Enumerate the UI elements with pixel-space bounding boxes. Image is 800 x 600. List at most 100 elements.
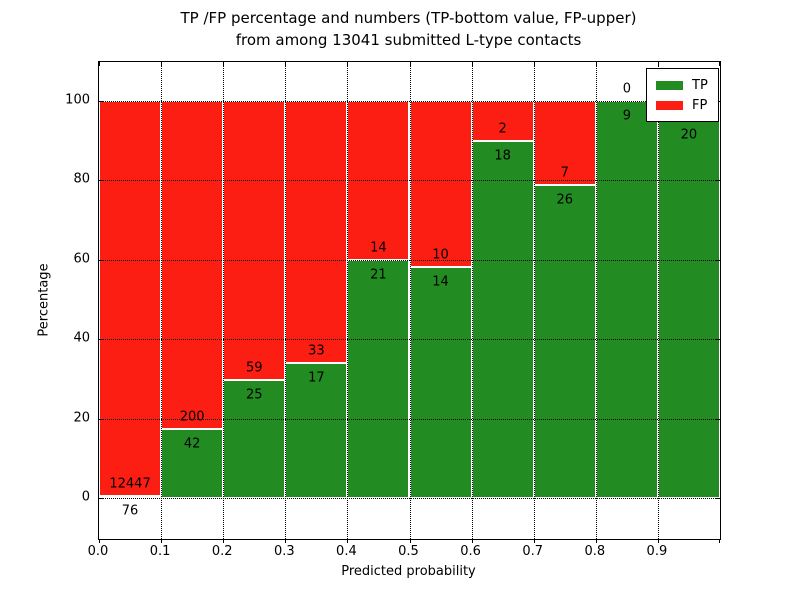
x-tick-mark-top bbox=[409, 62, 411, 66]
tp-count-label: 76 bbox=[121, 503, 139, 519]
y-tick-mark bbox=[99, 418, 103, 420]
fp-bar-segment bbox=[409, 101, 472, 267]
x-tick-label: 0.3 bbox=[273, 544, 295, 559]
tp-swatch-icon bbox=[656, 80, 683, 90]
x-tick-label: 0.6 bbox=[460, 544, 481, 559]
y-tick-label: 40 bbox=[73, 330, 90, 346]
x-tick-label: 0.5 bbox=[398, 544, 419, 559]
legend-label-fp: FP bbox=[692, 97, 708, 113]
x-tick-label: 0.2 bbox=[211, 544, 233, 559]
fp-swatch-icon bbox=[656, 100, 683, 110]
y-tick-label: 60 bbox=[73, 251, 90, 267]
plot-area: 12447 76 200 42 59 25 33 17 14 21 10 14 2 18 7 26 0 9 20 T… bbox=[98, 61, 721, 543]
chart-title-line1: TP /FP percentage and numbers (TP-bottom… bbox=[180, 9, 637, 27]
x-tick-mark bbox=[719, 539, 720, 543]
fp-count-label: 59 bbox=[245, 360, 263, 376]
tp-bar-segment bbox=[347, 259, 410, 498]
x-tick-mark-top bbox=[285, 62, 287, 66]
vertical-gridline bbox=[161, 62, 163, 539]
vertical-gridline bbox=[409, 62, 411, 539]
x-tick-label: 0.0 bbox=[87, 544, 109, 559]
y-tick-mark bbox=[99, 259, 103, 261]
fp-count-label: 14 bbox=[370, 240, 387, 256]
tp-count-label: 25 bbox=[245, 387, 263, 403]
x-tick-mark-top bbox=[99, 62, 100, 66]
tp-count-label: 17 bbox=[308, 370, 325, 386]
x-tick-label: 0.1 bbox=[149, 544, 171, 559]
fp-count-label: 10 bbox=[432, 247, 449, 263]
vertical-gridline bbox=[347, 62, 349, 539]
vertical-gridline bbox=[595, 62, 597, 539]
tp-count-label: 21 bbox=[370, 267, 387, 283]
x-tick-mark-top bbox=[533, 62, 535, 66]
y-tick-label: 80 bbox=[73, 171, 90, 187]
chart-title-line2: from among 13041 submitted L-type contac… bbox=[235, 30, 582, 49]
y-tick-mark-right bbox=[716, 259, 720, 261]
vertical-gridline bbox=[285, 62, 287, 539]
tp-count-label: 20 bbox=[680, 127, 698, 143]
fp-count-label: 2 bbox=[498, 121, 507, 137]
y-tick-label: 0 bbox=[81, 489, 90, 505]
tp-bar-segment bbox=[223, 379, 286, 498]
y-tick-mark bbox=[99, 339, 103, 341]
x-tick-mark-top bbox=[347, 62, 349, 66]
tp-count-label: 26 bbox=[556, 192, 574, 208]
x-tick-mark bbox=[409, 539, 411, 543]
tp-bar-segment bbox=[533, 185, 596, 498]
x-tick-mark bbox=[471, 539, 473, 543]
tp-bar-segment bbox=[99, 495, 162, 498]
fp-count-label: 33 bbox=[308, 343, 325, 359]
x-tick-label: 0.8 bbox=[584, 544, 606, 559]
fp-count-label: 0 bbox=[622, 81, 631, 97]
legend-item-tp: TP bbox=[656, 75, 708, 95]
chart-title: TP /FP percentage and numbers (TP-bottom… bbox=[98, 8, 719, 52]
x-axis-label: Predicted probability bbox=[341, 564, 476, 579]
fp-count-label: 12447 bbox=[109, 476, 151, 492]
tp-count-label: 14 bbox=[432, 274, 449, 290]
tp-bar-segment bbox=[285, 363, 348, 498]
x-tick-mark-top bbox=[657, 62, 659, 66]
y-tick-label: 20 bbox=[73, 410, 90, 426]
fp-bar-segment bbox=[161, 101, 224, 429]
x-tick-mark bbox=[223, 539, 225, 543]
y-tick-mark bbox=[99, 180, 103, 182]
x-tick-label: 0.4 bbox=[336, 544, 357, 559]
tp-count-label: 9 bbox=[622, 108, 631, 124]
x-tick-mark-top bbox=[223, 62, 225, 66]
y-tick-mark bbox=[99, 101, 103, 102]
x-tick-mark bbox=[657, 539, 659, 543]
tp-count-label: 18 bbox=[494, 148, 511, 164]
tick-layer bbox=[99, 62, 720, 543]
x-tick-label: 0.9 bbox=[646, 544, 668, 559]
fp-bar-segment bbox=[533, 101, 596, 186]
x-tick-mark-top bbox=[595, 62, 597, 66]
y-tick-mark-right bbox=[716, 339, 720, 341]
x-tick-mark bbox=[595, 539, 597, 543]
y-tick-mark-right bbox=[716, 180, 720, 182]
vertical-gridline bbox=[657, 62, 659, 539]
vertical-gridline bbox=[223, 62, 225, 539]
fp-count-label: 200 bbox=[179, 409, 205, 425]
x-tick-mark bbox=[161, 539, 163, 543]
y-tick-mark bbox=[99, 498, 103, 499]
y-tick-label: 100 bbox=[65, 92, 90, 108]
x-tick-mark bbox=[285, 539, 287, 543]
legend-label-tp: TP bbox=[692, 77, 708, 93]
x-tick-mark bbox=[347, 539, 349, 543]
y-tick-mark-right bbox=[716, 498, 720, 499]
fp-count-label: 7 bbox=[560, 165, 569, 181]
grid-layer bbox=[99, 62, 720, 539]
tp-count-label: 42 bbox=[183, 436, 201, 452]
x-tick-mark-top bbox=[471, 62, 473, 66]
tp-bar-segment bbox=[657, 120, 720, 498]
x-tick-mark bbox=[533, 539, 535, 543]
tp-bar-segment bbox=[595, 101, 658, 498]
x-tick-mark-top bbox=[719, 62, 720, 66]
vertical-gridline bbox=[471, 62, 473, 539]
x-tick-mark-top bbox=[161, 62, 163, 66]
vertical-gridline bbox=[533, 62, 535, 539]
fp-bar-segment bbox=[99, 101, 162, 496]
fp-bar-segment bbox=[285, 101, 348, 364]
x-tick-label: 0.7 bbox=[522, 544, 544, 559]
